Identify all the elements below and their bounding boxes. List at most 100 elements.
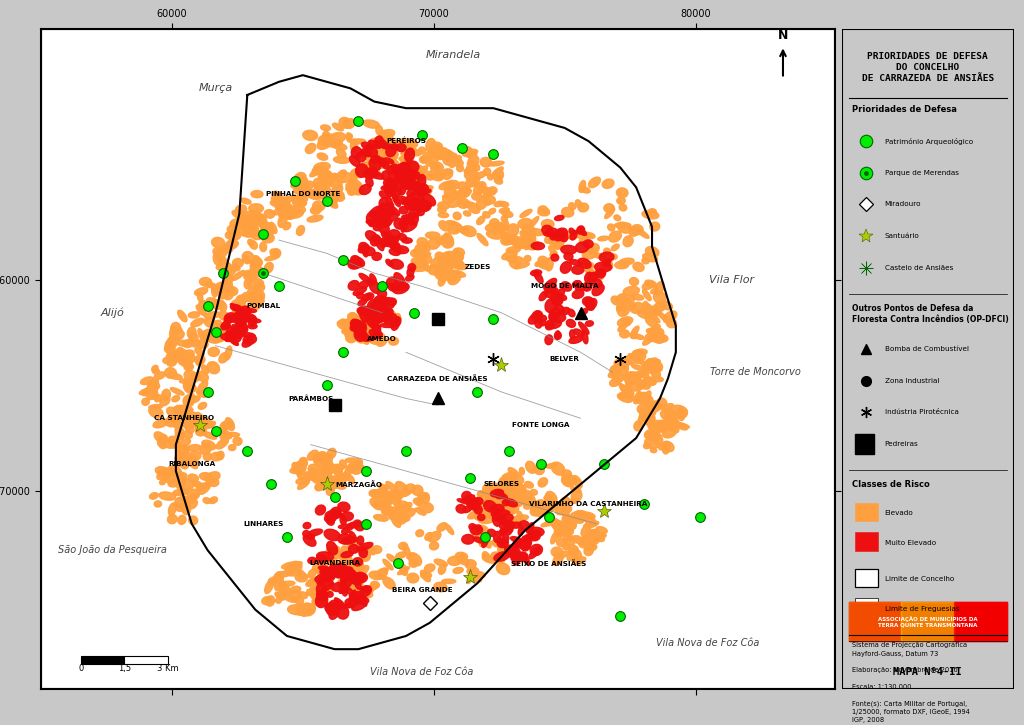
Ellipse shape — [429, 542, 438, 550]
Ellipse shape — [575, 200, 582, 208]
Ellipse shape — [351, 146, 361, 158]
Ellipse shape — [446, 220, 461, 227]
Ellipse shape — [245, 211, 261, 219]
Ellipse shape — [182, 503, 190, 515]
Ellipse shape — [442, 193, 456, 198]
Ellipse shape — [335, 598, 346, 609]
Ellipse shape — [355, 573, 368, 583]
Ellipse shape — [664, 311, 677, 323]
Text: 1,5: 1,5 — [118, 664, 131, 673]
Ellipse shape — [488, 490, 498, 497]
Ellipse shape — [596, 526, 607, 534]
Ellipse shape — [542, 220, 554, 228]
Ellipse shape — [467, 570, 474, 584]
Ellipse shape — [307, 578, 317, 586]
Ellipse shape — [387, 149, 398, 157]
Ellipse shape — [225, 418, 234, 431]
Ellipse shape — [249, 204, 263, 212]
Ellipse shape — [392, 194, 400, 207]
Ellipse shape — [159, 468, 174, 477]
Ellipse shape — [148, 405, 163, 409]
Ellipse shape — [242, 339, 253, 347]
Ellipse shape — [249, 289, 259, 300]
Ellipse shape — [341, 512, 353, 521]
Ellipse shape — [413, 485, 423, 495]
Ellipse shape — [271, 194, 279, 200]
Bar — [81, 656, 124, 664]
Ellipse shape — [441, 260, 454, 271]
Ellipse shape — [614, 360, 628, 368]
Ellipse shape — [473, 526, 479, 539]
Ellipse shape — [440, 269, 452, 281]
Ellipse shape — [647, 406, 657, 411]
Ellipse shape — [244, 270, 260, 278]
Ellipse shape — [643, 396, 653, 406]
Ellipse shape — [487, 509, 497, 517]
Ellipse shape — [393, 190, 402, 196]
Ellipse shape — [375, 302, 385, 311]
Ellipse shape — [637, 394, 649, 405]
Ellipse shape — [469, 523, 476, 530]
Ellipse shape — [248, 287, 254, 293]
Ellipse shape — [307, 534, 314, 539]
Ellipse shape — [372, 492, 381, 498]
Ellipse shape — [500, 487, 512, 495]
Ellipse shape — [506, 247, 520, 253]
Ellipse shape — [359, 336, 369, 344]
Ellipse shape — [438, 277, 445, 286]
Ellipse shape — [189, 419, 204, 427]
Ellipse shape — [332, 143, 347, 150]
Ellipse shape — [577, 226, 584, 233]
Ellipse shape — [465, 146, 473, 158]
Ellipse shape — [170, 352, 184, 362]
Ellipse shape — [482, 552, 489, 561]
Ellipse shape — [434, 559, 447, 566]
Ellipse shape — [581, 512, 595, 519]
Ellipse shape — [386, 178, 398, 188]
Ellipse shape — [512, 489, 519, 496]
Ellipse shape — [511, 556, 523, 561]
Ellipse shape — [394, 273, 406, 286]
Ellipse shape — [621, 385, 632, 394]
Ellipse shape — [354, 314, 364, 327]
Ellipse shape — [231, 325, 238, 337]
Ellipse shape — [389, 514, 394, 520]
Ellipse shape — [216, 300, 224, 307]
Ellipse shape — [350, 461, 362, 469]
Ellipse shape — [194, 413, 204, 422]
Ellipse shape — [306, 589, 316, 595]
Ellipse shape — [458, 189, 468, 198]
Ellipse shape — [203, 497, 211, 504]
Ellipse shape — [350, 168, 368, 178]
Ellipse shape — [578, 227, 585, 234]
Ellipse shape — [303, 531, 310, 537]
Ellipse shape — [573, 281, 582, 287]
Ellipse shape — [623, 236, 633, 246]
Ellipse shape — [160, 442, 167, 449]
Ellipse shape — [650, 222, 659, 231]
Ellipse shape — [176, 477, 185, 489]
Ellipse shape — [564, 515, 571, 524]
Ellipse shape — [375, 158, 385, 162]
Ellipse shape — [220, 421, 231, 430]
Ellipse shape — [471, 575, 481, 582]
Ellipse shape — [383, 577, 395, 589]
Ellipse shape — [249, 217, 260, 225]
Ellipse shape — [476, 525, 481, 531]
Ellipse shape — [264, 210, 274, 218]
Ellipse shape — [298, 480, 309, 489]
Ellipse shape — [625, 372, 632, 385]
Ellipse shape — [421, 152, 432, 162]
Ellipse shape — [611, 366, 618, 378]
Text: LINHARES: LINHARES — [243, 521, 284, 527]
Ellipse shape — [342, 529, 349, 534]
Ellipse shape — [377, 302, 388, 314]
Ellipse shape — [539, 206, 547, 212]
Ellipse shape — [555, 331, 560, 339]
Ellipse shape — [224, 312, 236, 323]
Ellipse shape — [382, 131, 392, 144]
Text: CA STANHEIRO: CA STANHEIRO — [154, 415, 214, 421]
Ellipse shape — [185, 383, 197, 392]
Ellipse shape — [290, 590, 301, 600]
Ellipse shape — [356, 566, 369, 576]
